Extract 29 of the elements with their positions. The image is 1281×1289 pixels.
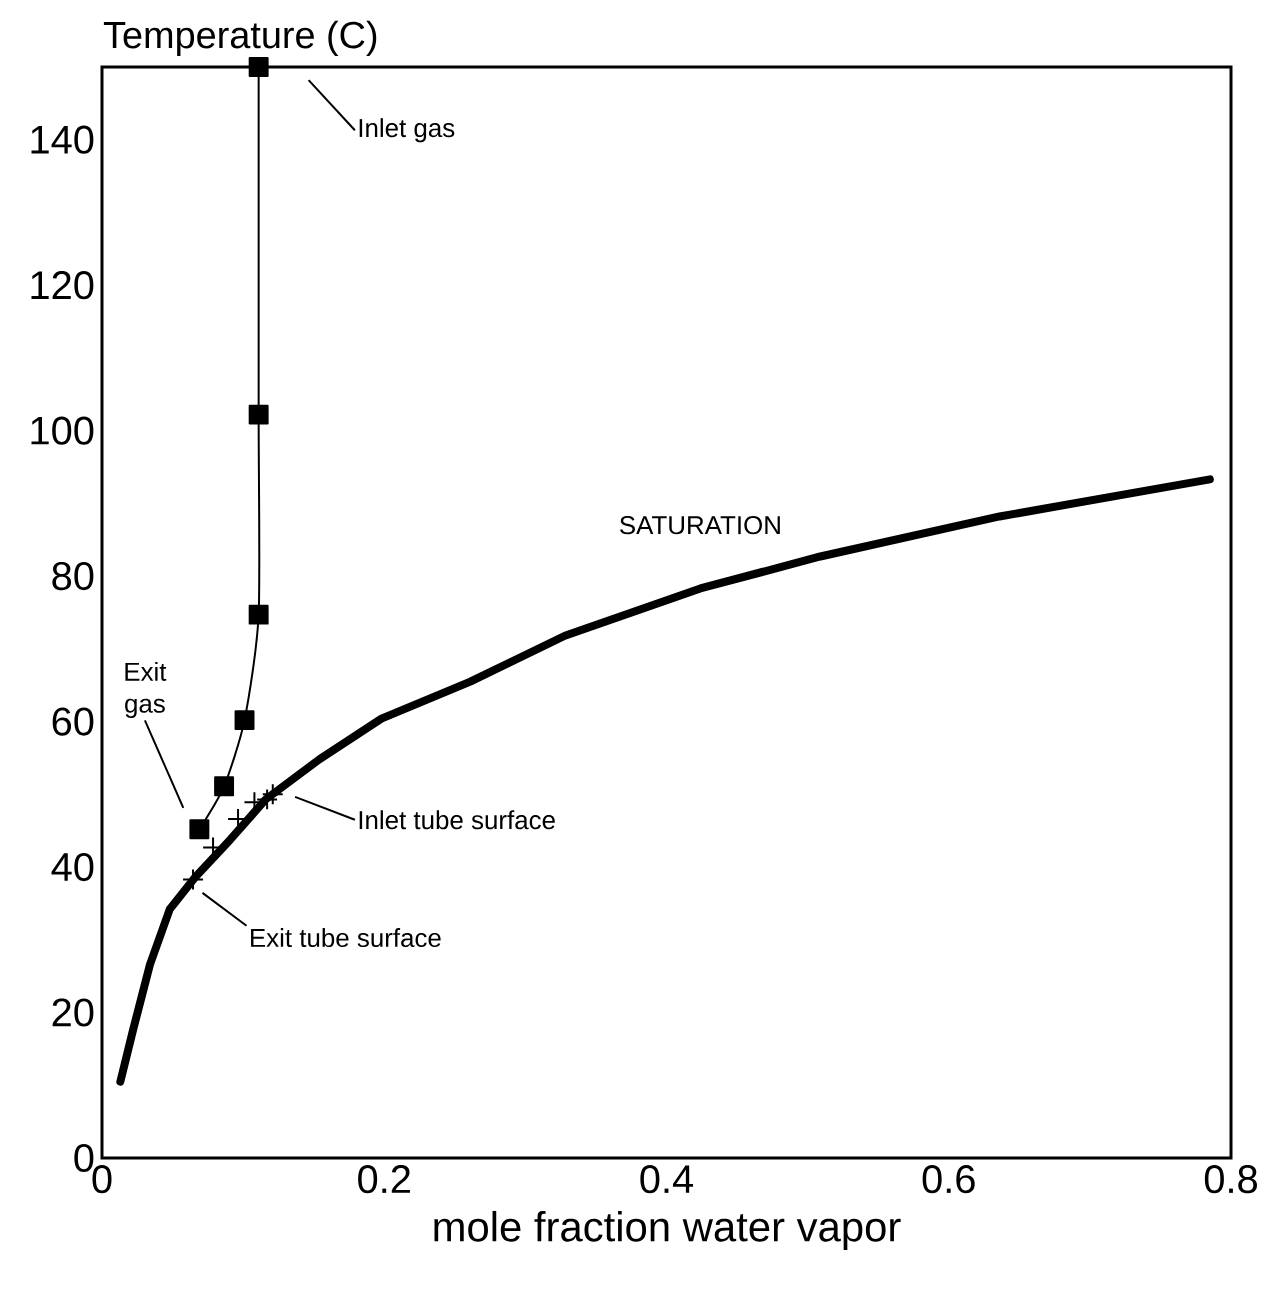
annotation: Exit gas bbox=[125, 661, 167, 718]
y-tick-label: 60 bbox=[52, 707, 94, 736]
y-tick-label: 120 bbox=[31, 271, 94, 300]
y-tick-label: 80 bbox=[52, 562, 94, 591]
y-tick-label: 20 bbox=[52, 998, 94, 1027]
point bbox=[234, 710, 255, 731]
x-tick-label: 0.2 bbox=[358, 1165, 410, 1194]
point bbox=[256, 788, 279, 811]
annotation: Exit tube surface bbox=[251, 928, 441, 948]
x-tick-label: 0.6 bbox=[922, 1165, 975, 1194]
x-axis-title: mole fraction water vapor bbox=[434, 1210, 901, 1250]
point bbox=[214, 776, 235, 797]
point bbox=[261, 783, 284, 806]
y-axis-title: Temperature (C) bbox=[103, 20, 377, 56]
point bbox=[189, 819, 210, 840]
point bbox=[248, 404, 269, 425]
point bbox=[248, 57, 269, 77]
annotation: Inlet tube surface bbox=[359, 810, 555, 830]
x-tick-label: 0.4 bbox=[640, 1165, 694, 1194]
series-label: SATURATION bbox=[620, 516, 780, 535]
x-tick-label: 0 bbox=[92, 1165, 112, 1194]
y-tick-label: 140 bbox=[31, 125, 94, 154]
point bbox=[248, 604, 269, 625]
y-tick-label: 0 bbox=[74, 1143, 94, 1173]
y-tick-label: 40 bbox=[51, 852, 94, 882]
x-tick-label: 0.8 bbox=[1204, 1165, 1257, 1194]
y-tick-label: 100 bbox=[31, 416, 94, 445]
point bbox=[182, 868, 204, 891]
annotation: Inlet gas bbox=[359, 118, 455, 143]
